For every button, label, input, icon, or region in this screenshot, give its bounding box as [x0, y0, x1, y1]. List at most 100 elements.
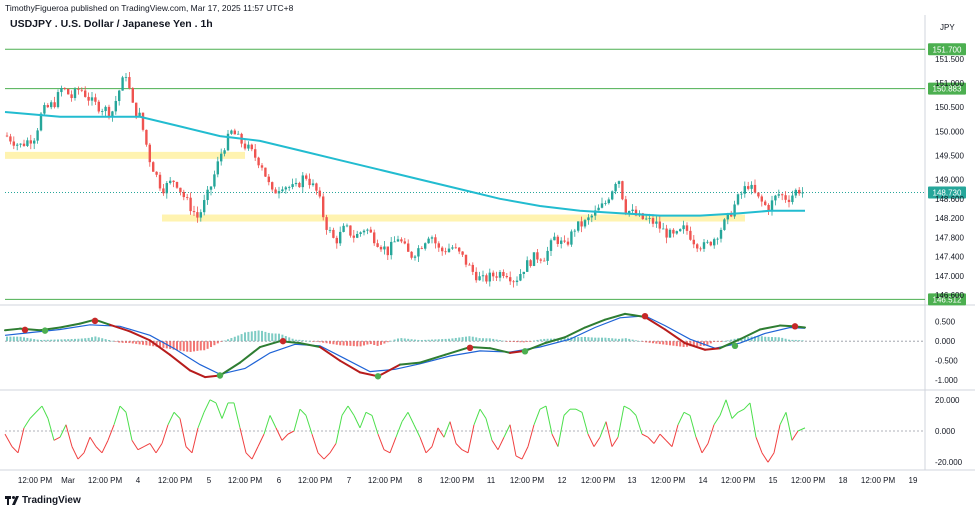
macd-histogram-bar	[621, 338, 624, 342]
macd-histogram-bar	[563, 338, 566, 342]
candle-body	[192, 211, 196, 213]
osc-line-segment	[785, 412, 793, 441]
macd-cross-marker	[216, 372, 224, 379]
osc-line-segment	[461, 449, 469, 454]
macd-histogram-bar	[363, 341, 365, 346]
candle-body	[726, 213, 729, 220]
macd-histogram-bar	[560, 338, 563, 342]
candle-body	[315, 183, 318, 191]
candle-body	[254, 149, 257, 158]
candle-body	[471, 264, 474, 272]
candle-body	[427, 238, 430, 244]
macd-line-segment	[4, 327, 21, 332]
macd-line-segment	[129, 330, 151, 342]
macd-histogram-bar	[210, 341, 212, 348]
osc-line-segment	[425, 446, 433, 454]
candle-body	[675, 231, 678, 234]
x-tick-label: 5	[207, 476, 212, 485]
macd-histogram-bar	[771, 337, 773, 342]
x-tick-label: 18	[839, 476, 848, 485]
osc-line-segment	[611, 436, 619, 447]
osc-line-segment	[173, 411, 181, 419]
macd-histogram-bar	[601, 337, 603, 342]
candle-body	[175, 181, 179, 188]
osc-line-segment	[635, 415, 643, 435]
macd-histogram-bar	[33, 339, 36, 342]
macd-histogram-bar	[431, 339, 433, 342]
osc-line-segment	[185, 446, 193, 454]
macd-line-segment	[109, 323, 131, 333]
oscillator-pane	[4, 399, 925, 463]
candle-body	[138, 112, 141, 116]
osc-line-segment	[95, 446, 103, 454]
osc-line-segment	[533, 408, 541, 425]
candle-body	[301, 175, 304, 188]
osc-line-segment	[563, 408, 571, 416]
macd-histogram-bar	[159, 341, 161, 348]
macd-histogram-bar	[162, 341, 165, 348]
macd-histogram-bar	[186, 341, 189, 352]
osc-line-segment	[581, 412, 589, 435]
macd-histogram-bar	[614, 338, 617, 342]
macd-histogram-bar	[43, 339, 46, 342]
candle-body	[162, 188, 165, 194]
macd-histogram-bar	[46, 339, 49, 342]
macd-histogram-bar	[94, 336, 97, 342]
candle-body	[648, 218, 651, 219]
macd-histogram-bar	[125, 341, 127, 343]
macd-histogram-bar	[267, 332, 270, 342]
osc-line-segment	[713, 415, 721, 426]
candle-body	[277, 191, 281, 194]
macd-line-segment	[719, 338, 741, 350]
macd-histogram-bar	[196, 341, 199, 351]
x-tick-label: 12:00 PM	[368, 476, 403, 485]
osc-line-segment	[593, 436, 601, 447]
macd-cross-marker	[374, 373, 382, 380]
macd-line-segment	[319, 346, 341, 362]
candle-body	[468, 264, 471, 266]
macd-histogram-bar	[403, 338, 406, 342]
candle-body	[590, 215, 593, 218]
macd-histogram-bar	[760, 336, 763, 342]
macd-histogram-bar	[424, 339, 427, 342]
macd-histogram-bar	[458, 337, 461, 342]
candle-body	[685, 225, 689, 231]
candle-body	[230, 130, 233, 134]
candle-body	[19, 143, 22, 145]
macd-histogram-bar	[733, 338, 736, 342]
candle-body	[267, 176, 270, 183]
macd-histogram-bar	[325, 341, 328, 344]
macd-histogram-bar	[468, 336, 471, 342]
osc-line-segment	[617, 405, 625, 438]
macd-histogram-bar	[342, 341, 345, 346]
macd-histogram-bar	[301, 340, 304, 342]
macd-histogram-bar	[111, 340, 114, 342]
macd-histogram-bar	[339, 341, 342, 346]
osc-line-segment	[629, 408, 637, 416]
candle-body	[573, 230, 576, 232]
macd-histogram-bar	[216, 341, 219, 344]
macd-histogram-bar	[366, 341, 369, 345]
macd-histogram-bar	[19, 336, 22, 342]
candle-body	[583, 220, 587, 227]
candle-body	[495, 276, 498, 278]
macd-histogram-bar	[764, 336, 767, 342]
osc-line-segment	[167, 412, 175, 425]
y-tick-label: 148.600	[935, 195, 964, 204]
candle-body	[400, 239, 403, 242]
macd-histogram-bar	[675, 341, 678, 347]
candle-body	[349, 225, 352, 236]
macd-histogram-bar	[346, 341, 348, 346]
macd-line-segment	[604, 312, 626, 321]
macd-signal-line	[4, 315, 806, 375]
candle-body	[213, 174, 216, 187]
candle-body	[220, 153, 223, 162]
candle-body	[87, 96, 90, 101]
candle-body	[390, 241, 393, 256]
osc-line-segment	[383, 449, 391, 454]
candle-body	[706, 241, 709, 243]
candle-body	[662, 228, 665, 230]
candle-body	[311, 183, 315, 186]
macd-histogram-bar	[441, 339, 444, 342]
